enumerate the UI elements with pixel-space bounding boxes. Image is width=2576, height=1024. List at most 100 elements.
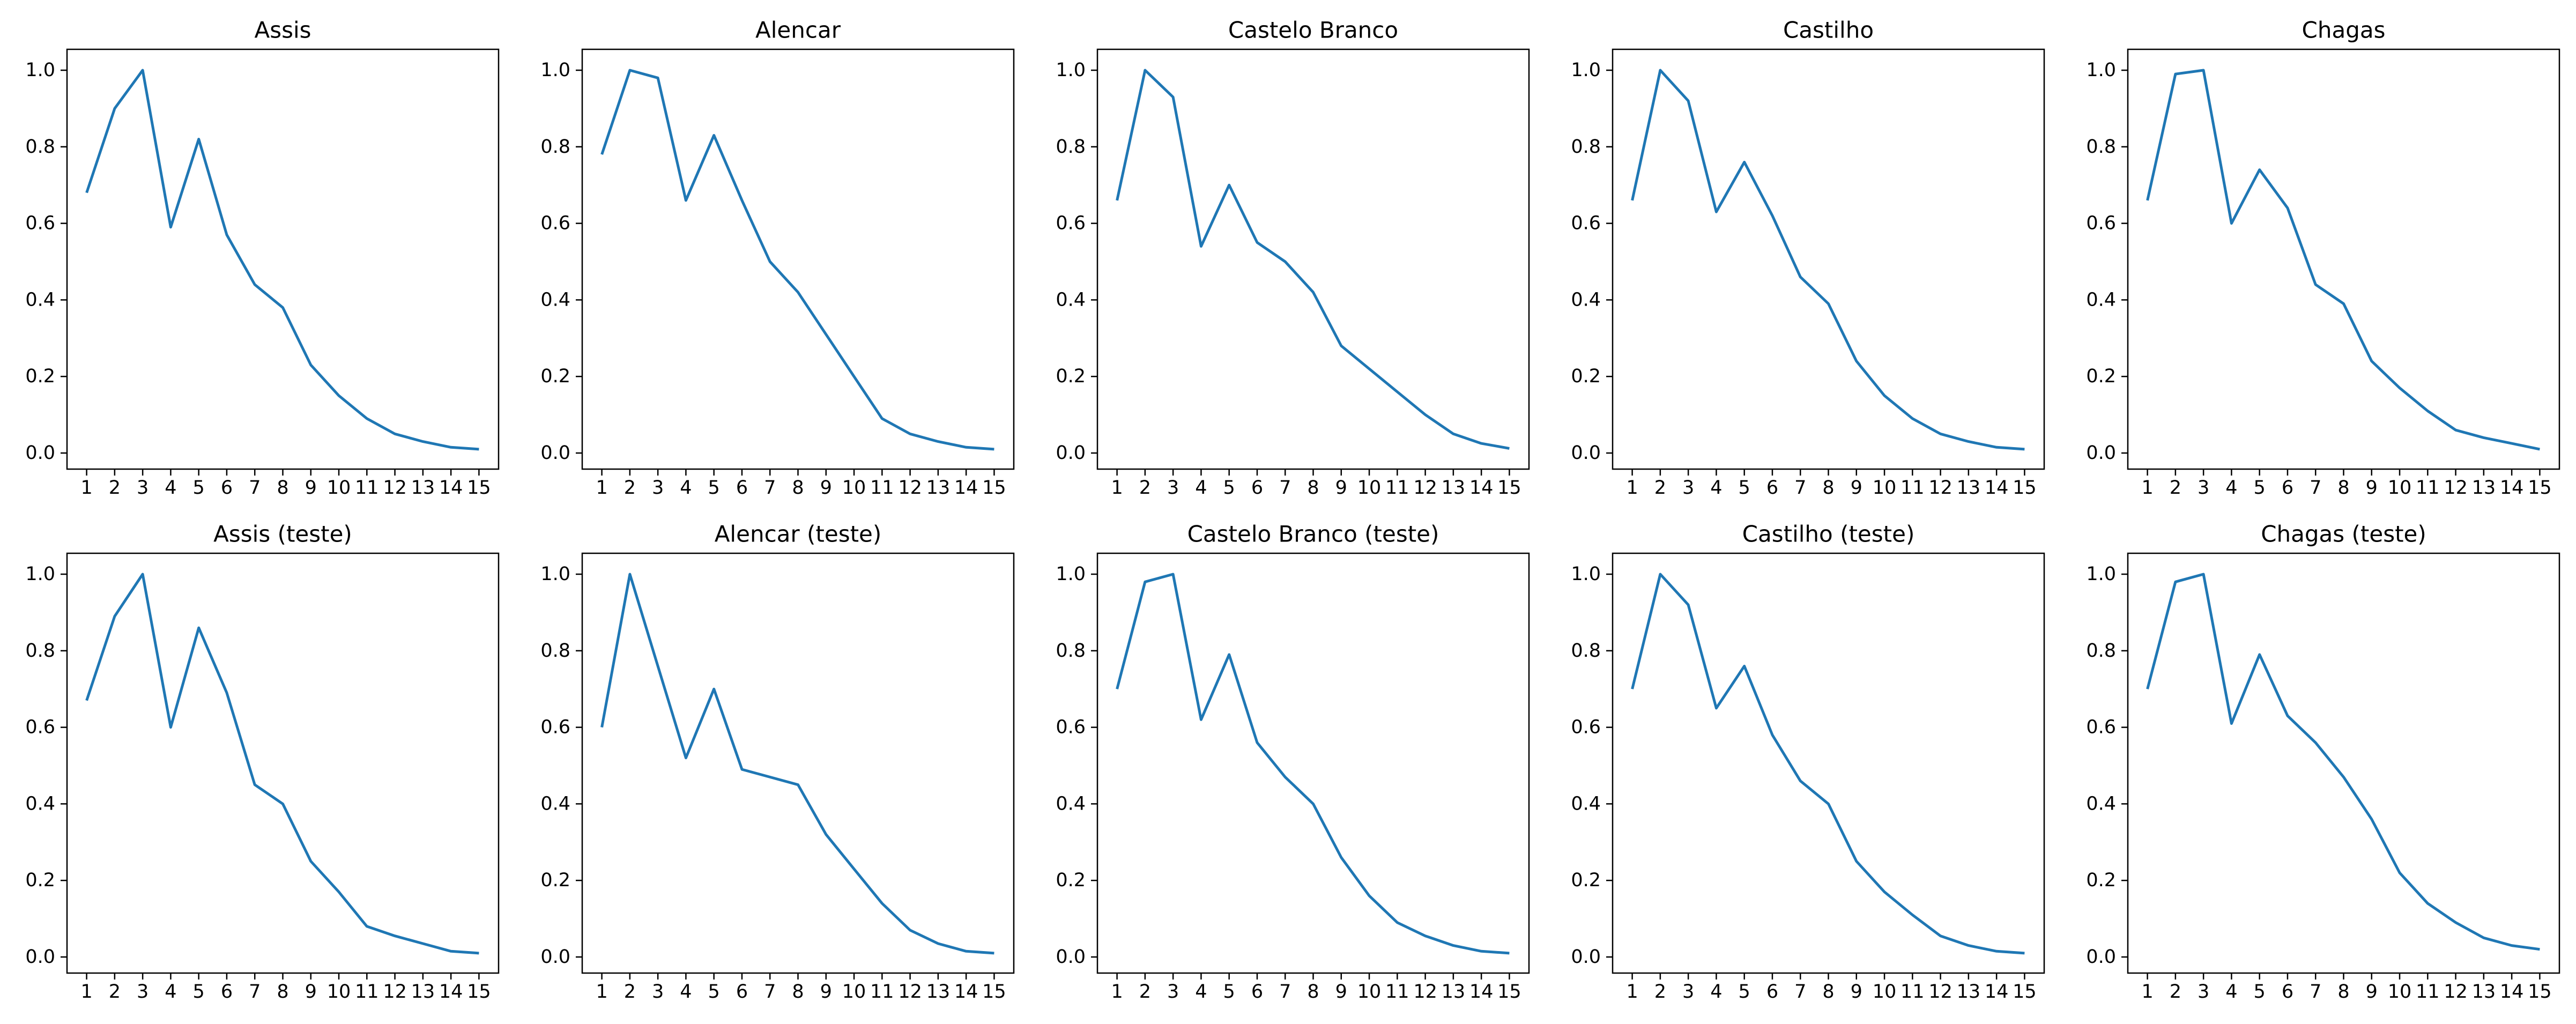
x-tick-label: 9 xyxy=(1335,477,1347,499)
x-tick-label: 3 xyxy=(1167,981,1179,1003)
x-tick-label: 5 xyxy=(2254,981,2266,1003)
y-tick-label: 0.2 xyxy=(25,366,55,387)
x-tick-label: 6 xyxy=(1766,477,1778,499)
x-tick-label: 2 xyxy=(1139,981,1151,1003)
x-tick-label: 13 xyxy=(1442,981,1466,1003)
subplot-title: Castilho (teste) xyxy=(1742,521,1915,547)
x-tick-label: 12 xyxy=(1413,477,1437,499)
x-tick-label: 3 xyxy=(1682,477,1694,499)
axes-frame xyxy=(581,552,1015,974)
subplot-castilho: Castilho 1 2 3 4 5 6 7 8 9 10 11 12 13 14 15 0.0 0.2 0.4 0.… xyxy=(1546,0,2061,512)
x-tick-label: 2 xyxy=(624,981,636,1003)
y-tick-label: 0.8 xyxy=(1571,640,1601,662)
y-tick-label: 1.0 xyxy=(1571,60,1601,81)
x-tick-label: 15 xyxy=(982,981,1006,1003)
y-tick-label: 0.8 xyxy=(540,640,570,662)
x-tick-label: 6 xyxy=(736,981,748,1003)
x-tick-label: 8 xyxy=(2337,981,2349,1003)
x-tick-label: 4 xyxy=(165,981,176,1003)
axes-frame xyxy=(1096,552,1530,974)
x-tick-label: 9 xyxy=(2366,981,2378,1003)
y-tick-label: 0.4 xyxy=(2086,289,2116,310)
x-tick-label: 5 xyxy=(193,981,205,1003)
y-tick-label: 0.6 xyxy=(540,213,570,234)
x-tick-label: 15 xyxy=(2013,477,2037,499)
x-tick-label: 3 xyxy=(2198,981,2209,1003)
y-tick-label: 0.8 xyxy=(1056,136,1086,158)
series-line xyxy=(85,573,479,955)
y-tick-label: 0.4 xyxy=(25,793,55,814)
y-tick-label: 0.2 xyxy=(1571,870,1601,891)
x-tick-label: 1 xyxy=(1626,981,1638,1003)
subplot-canvas: Alencar (teste)1 2 3 4 5 6 7 8 9 10 11 12 13 14 150.00… xyxy=(540,521,1015,1003)
x-tick-label: 4 xyxy=(1710,477,1722,499)
x-tick-label: 7 xyxy=(2310,981,2321,1003)
axes-frame xyxy=(1612,48,2045,470)
y-tick-label: 0.2 xyxy=(2086,366,2116,387)
x-tick-label: 3 xyxy=(652,477,664,499)
y-tick-label: 0.6 xyxy=(1056,213,1086,234)
x-tick-label: 11 xyxy=(2416,477,2440,499)
x-tick-label: 4 xyxy=(2225,477,2237,499)
subplot-canvas: Castelo Branco (teste)1 2 3 4 5 6 7 8 9 10 11 12 13 1… xyxy=(1056,521,1530,1003)
x-tick-label: 4 xyxy=(1710,981,1722,1003)
x-tick-label: 11 xyxy=(355,477,379,499)
x-tick-label: 2 xyxy=(1139,477,1151,499)
x-tick-label: 13 xyxy=(411,477,435,499)
series-line xyxy=(1631,573,2025,955)
x-tick-label: 3 xyxy=(1682,981,1694,1003)
x-tick-label: 12 xyxy=(1413,981,1437,1003)
x-tick-label: 10 xyxy=(842,981,866,1003)
x-tick-label: 11 xyxy=(1385,477,1409,499)
x-tick-label: 7 xyxy=(1279,981,1291,1003)
y-tick-label: 0.4 xyxy=(1056,793,1086,814)
x-tick-label: 5 xyxy=(193,477,205,499)
x-tick-label: 6 xyxy=(1251,477,1263,499)
x-tick-label: 11 xyxy=(870,477,894,499)
x-tick-label: 11 xyxy=(1901,477,1925,499)
x-tick-label: 11 xyxy=(2416,981,2440,1003)
series-line xyxy=(85,69,479,451)
x-tick-label: 15 xyxy=(2013,981,2037,1003)
x-tick-label: 15 xyxy=(2528,477,2552,499)
x-tick-label: 10 xyxy=(2388,477,2412,499)
x-tick-label: 13 xyxy=(1957,477,1981,499)
x-tick-label: 14 xyxy=(439,477,463,499)
x-tick-label: 10 xyxy=(327,477,351,499)
subplot-alencar: Alencar 1 2 3 4 5 6 7 8 9 10 11 12 13 14 15 0.0 0.2 0.4 0.6… xyxy=(515,0,1030,512)
x-tick-label: 12 xyxy=(1928,477,1953,499)
x-tick-label: 7 xyxy=(764,981,776,1003)
y-tick-label: 0.0 xyxy=(25,442,55,464)
axes-frame xyxy=(2127,48,2560,470)
x-tick-label: 9 xyxy=(305,981,317,1003)
x-tick-label: 10 xyxy=(842,477,866,499)
subplot-assis: Assis 1 2 3 4 5 6 7 8 9 10 11 12 13 14 15 0.0 0.2 0.4 0.6 0.… xyxy=(0,0,515,512)
y-tick-label: 1.0 xyxy=(25,60,55,81)
subplot-castilho-teste: Castilho (teste) 1 2 3 4 5 6 7 8 9 10 11 12 13 14 15 0.0… xyxy=(1546,504,2061,1016)
x-tick-label: 1 xyxy=(1111,981,1123,1003)
x-tick-label: 7 xyxy=(2310,477,2321,499)
x-tick-label: 7 xyxy=(764,477,776,499)
y-tick-label: 0.4 xyxy=(1056,289,1086,310)
x-tick-label: 4 xyxy=(165,477,176,499)
x-tick-label: 6 xyxy=(1251,981,1263,1003)
y-tick-label: 0.6 xyxy=(1571,213,1601,234)
axes-frame xyxy=(2127,552,2560,974)
y-tick-label: 1.0 xyxy=(1571,563,1601,585)
x-tick-label: 7 xyxy=(1794,981,1806,1003)
x-tick-label: 3 xyxy=(137,477,149,499)
axes-frame xyxy=(581,48,1015,470)
y-tick-label: 0.2 xyxy=(540,870,570,891)
y-tick-label: 0.6 xyxy=(25,213,55,234)
subplot-canvas: Chagas (teste)1 2 3 4 5 6 7 8 9 10 11 12 13 14 150.00.… xyxy=(2086,521,2560,1003)
x-tick-label: 5 xyxy=(708,981,720,1003)
y-tick-label: 0.8 xyxy=(1571,136,1601,158)
x-tick-label: 10 xyxy=(2388,981,2412,1003)
y-tick-label: 0.2 xyxy=(1571,366,1601,387)
y-tick-label: 0.0 xyxy=(1056,442,1086,464)
y-tick-label: 0.8 xyxy=(2086,136,2116,158)
